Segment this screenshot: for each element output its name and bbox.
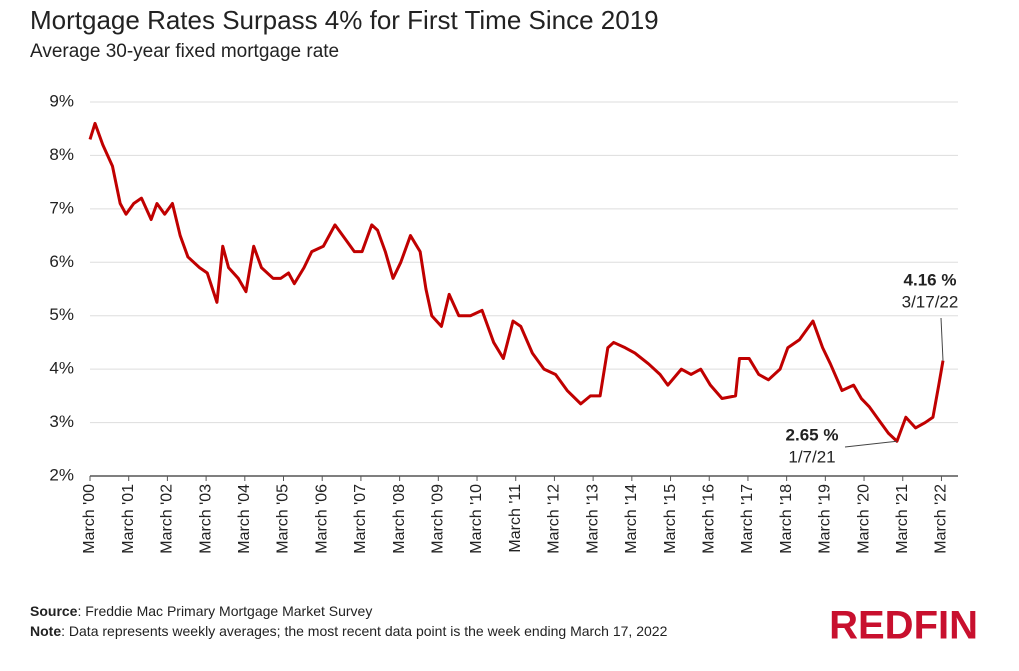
y-tick-label: 2% [49, 465, 74, 484]
note-text: : Data represents weekly averages; the m… [61, 623, 667, 639]
annotation-value: 2.65 % [786, 425, 839, 444]
x-tick-label: March '16 [700, 484, 717, 554]
x-tick-label: March '13 [584, 484, 601, 554]
x-tick-label: March '22 [933, 484, 950, 554]
x-tick-label: March '07 [352, 484, 369, 554]
source: Source: Freddie Mac Primary Mortgage Mar… [30, 603, 372, 619]
x-tick-label: March '00 [81, 484, 98, 554]
y-tick-label: 7% [49, 198, 74, 217]
leader-line [940, 317, 944, 361]
y-tick-label: 9% [49, 91, 74, 110]
y-tick-label: 5% [49, 305, 74, 324]
x-tick-label: March '10 [468, 484, 485, 554]
x-tick-label: March '06 [313, 484, 330, 554]
y-tick-label: 6% [49, 252, 74, 271]
x-tick-label: March '08 [391, 484, 408, 554]
note: Note: Data represents weekly averages; t… [30, 623, 668, 639]
chart-title: Mortgage Rates Surpass 4% for First Time… [30, 5, 659, 35]
x-tick-label: March '17 [739, 484, 756, 554]
y-tick-label: 8% [49, 145, 74, 164]
source-label: Source [30, 603, 78, 619]
logo: REDFIN [829, 604, 978, 648]
source-text: : Freddie Mac Primary Mortgage Market Su… [77, 603, 372, 619]
x-tick-label: March '02 [159, 484, 176, 554]
x-tick-label: March '05 [275, 484, 292, 554]
annotation-date: 1/7/21 [788, 447, 835, 466]
x-tick-label: March '04 [236, 484, 253, 554]
x-tick-label: March '11 [507, 484, 524, 553]
x-tick-label: March '09 [430, 484, 447, 554]
leader-line [844, 440, 897, 448]
x-tick-label: March '20 [855, 484, 872, 554]
x-tick-label: March '12 [546, 484, 563, 554]
annotation-date: 3/17/22 [902, 292, 959, 311]
x-tick-label: March '15 [662, 484, 679, 554]
y-tick-label: 3% [49, 412, 74, 431]
x-tick-label: March '03 [197, 484, 214, 554]
x-tick-label: March '01 [120, 484, 137, 554]
note-label: Note [30, 623, 61, 639]
x-tick-label: March '14 [623, 484, 640, 554]
x-tick-label: March '18 [778, 484, 795, 554]
x-tick-label: March '19 [817, 484, 834, 554]
chart-subtitle: Average 30-year fixed mortgage rate [30, 41, 339, 62]
annotation-value: 4.16 % [904, 270, 957, 289]
y-tick-label: 4% [49, 359, 74, 378]
line [88, 121, 945, 443]
x-tick-label: March '21 [894, 484, 911, 554]
